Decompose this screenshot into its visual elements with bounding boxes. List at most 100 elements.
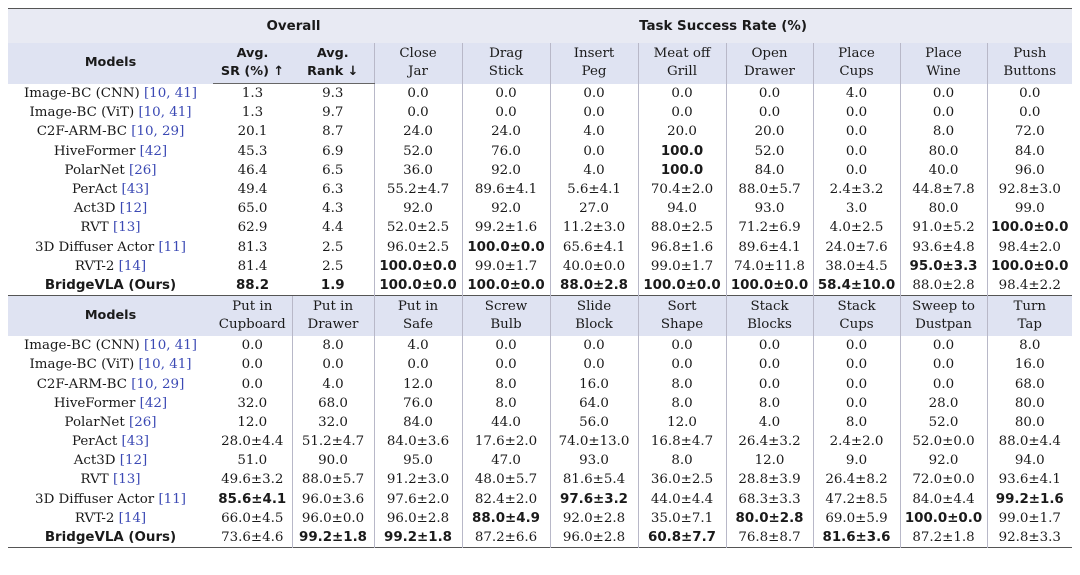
table-cell: 64.0 xyxy=(549,393,639,413)
table-cell: 28.0 xyxy=(899,393,988,413)
table-cell: 20.0 xyxy=(637,122,727,142)
model-name-text: PolarNet xyxy=(64,162,129,178)
table-row: PolarNet [26] 46.4 6.5 36.0 92.0 4.0 100.0 84.0… xyxy=(8,160,1073,180)
table-cell: 93.0 xyxy=(725,199,814,219)
model-name-text: Image-BC (ViT) xyxy=(29,357,139,373)
citation: [12] xyxy=(119,453,148,469)
table-cell: 9.7 xyxy=(322,105,344,121)
table-cell: 35.0±7.1 xyxy=(637,508,727,528)
model-name: RVT [13] xyxy=(8,470,213,489)
table-cell: 96.0±0.0 xyxy=(291,508,375,528)
column-header-line1: Turn xyxy=(1013,299,1047,315)
table-cell: 92.0 xyxy=(461,199,551,219)
table-cell: 52.0 xyxy=(373,141,463,161)
column-header: Open Drawer xyxy=(725,43,814,84)
table-cell: 99.0±1.7 xyxy=(986,508,1073,528)
column-header-line2: Bulb xyxy=(490,317,522,333)
column-header-line2: Dustpan xyxy=(915,317,972,333)
table-cell: 44.8±7.8 xyxy=(899,179,988,200)
column-header-line1: Avg. xyxy=(316,46,349,61)
table-cell: 68.3±3.3 xyxy=(725,489,814,509)
model-name: PerAct [43] xyxy=(8,432,213,451)
table-row: HiveFormer [42] 32.0 68.0 76.0 8.0 64.0 8.0 8.0… xyxy=(8,393,1073,413)
table-cell: 8.0 xyxy=(637,374,727,394)
table-cell: 2.4±2.0 xyxy=(812,432,901,452)
column-header: Insert Peg xyxy=(549,43,639,84)
table-cell: 0.0 xyxy=(812,374,901,394)
table-cell: 0.0 xyxy=(812,336,901,356)
table-cell: 92.0 xyxy=(373,199,463,219)
table-cell: 0.0 xyxy=(812,122,901,142)
model-name-text: PolarNet xyxy=(64,414,129,430)
column-header-line1: Put in xyxy=(397,299,439,315)
column-header-line2: Block xyxy=(575,317,613,333)
table-cell: 6.5 xyxy=(322,162,344,178)
table-cell: 68.0 xyxy=(291,393,375,413)
table-cell: 82.4±2.0 xyxy=(461,489,551,509)
citation: [43] xyxy=(121,434,150,450)
model-name: RVT [13] xyxy=(8,218,213,237)
model-name: HiveFormer [42] xyxy=(8,142,213,161)
table-cell: 99.2±1.6 xyxy=(461,218,551,238)
table-cell: 100.0±0.0 xyxy=(637,275,727,296)
model-name-text: C2F-ARM-BC xyxy=(36,376,132,392)
citation: [43] xyxy=(121,182,150,198)
column-header: Drag Stick xyxy=(461,43,551,84)
table-cell: 9.0 xyxy=(812,451,901,471)
table-row: PolarNet [26] 12.0 32.0 84.0 44.0 56.0 12.0 4.0… xyxy=(8,412,1073,432)
table-cell: 0.0 xyxy=(549,83,639,104)
column-header: Put in Cupboard xyxy=(213,295,292,337)
table-cell: 4.0 xyxy=(549,160,639,180)
table-cell: 3.0 xyxy=(812,199,901,219)
model-name: BridgeVLA (Ours) xyxy=(8,528,213,548)
table-cell: 8.0 xyxy=(986,336,1073,356)
model-name-text: PerAct xyxy=(71,434,122,450)
column-header-line2: Jar xyxy=(408,64,428,80)
model-name-text: HiveFormer xyxy=(53,143,140,159)
table-cell: 24.0±7.6 xyxy=(812,237,901,257)
table-cell: 49.4 xyxy=(237,182,268,198)
column-header: Avg. Rank ↓ xyxy=(292,43,375,84)
table-cell: 47.2±8.5 xyxy=(812,489,901,509)
table-cell: 27.0 xyxy=(549,199,639,219)
table-cell: 24.0 xyxy=(461,122,551,142)
table-cell: 74.0±11.8 xyxy=(725,256,814,276)
column-header-line2: Tap xyxy=(1017,317,1042,333)
citation: [13] xyxy=(112,220,141,236)
model-name-text: PerAct xyxy=(71,182,122,198)
table-cell: 4.3 xyxy=(322,201,344,217)
column-header-line1: Slide xyxy=(576,299,612,315)
table-cell: 28.0±4.4 xyxy=(221,434,284,450)
citation: [10, 41] xyxy=(143,338,197,354)
table-cell: 80.0 xyxy=(899,141,988,161)
table-cell: 0.0 xyxy=(241,338,263,354)
column-header-line1: Put in xyxy=(232,299,273,315)
column-header: Screw Bulb xyxy=(461,295,551,337)
table-row: Image-BC (CNN) [10, 41] 1.3 9.3 0.0 0.0 0.0 0.… xyxy=(8,83,1073,104)
table-cell: 51.0 xyxy=(237,453,268,469)
model-name-text: Image-BC (ViT) xyxy=(29,105,139,121)
table-cell: 88.0±5.7 xyxy=(291,470,375,490)
table-cell: 74.0±13.0 xyxy=(549,432,639,452)
column-header: Place Cups xyxy=(812,43,901,84)
table-cell: 36.0±2.5 xyxy=(637,470,727,490)
table-row: 3D Diffuser Actor [11] 81.3 2.5 96.0±2.5 100… xyxy=(8,237,1073,257)
table-cell: 81.6±5.4 xyxy=(549,470,639,490)
citation: [10, 29] xyxy=(131,124,185,140)
table-row: RVT-2 [14] 81.4 2.5 100.0±0.0 99.0±1.7 40.0±0… xyxy=(8,256,1073,276)
table-cell: 38.0±4.5 xyxy=(812,256,901,276)
table-row: C2F-ARM-BC [10, 29] 0.0 4.0 12.0 8.0 16.0 8.0 0… xyxy=(8,374,1073,394)
table-cell: 97.6±2.0 xyxy=(373,489,463,509)
table-cell: 0.0 xyxy=(725,374,814,394)
table-cell: 0.0 xyxy=(241,357,263,373)
table-cell: 6.3 xyxy=(322,182,344,198)
table-cell: 96.8±1.6 xyxy=(637,237,727,257)
table-cell: 0.0 xyxy=(812,103,901,123)
table-cell: 96.0±2.8 xyxy=(373,508,463,528)
model-name-text: HiveFormer xyxy=(53,395,140,411)
table-cell: 16.0 xyxy=(986,355,1073,375)
table-cell: 0.0 xyxy=(725,103,814,123)
table-cell: 88.0±4.9 xyxy=(461,508,551,528)
model-name: 3D Diffuser Actor [11] xyxy=(8,238,213,257)
table-cell: 88.0±2.8 xyxy=(899,275,988,296)
